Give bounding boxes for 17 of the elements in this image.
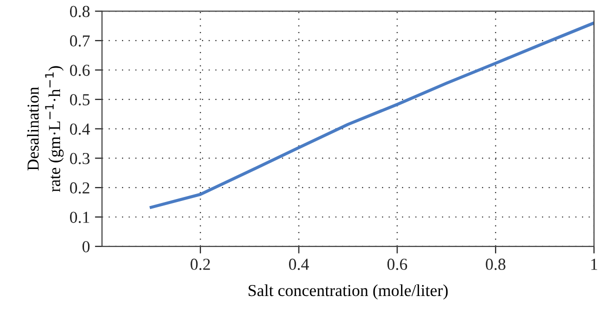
x-tick-label: 0.8 — [486, 258, 506, 270]
x-tick-label: 0.6 — [387, 258, 408, 270]
y-tick-label: 0.1 — [70, 212, 90, 224]
y-tick-label: 0.8 — [70, 6, 90, 18]
y-tick-label: 0 — [82, 241, 90, 252]
y-tick-label: 0.6 — [70, 64, 90, 76]
y-tick-label: 0.5 — [70, 94, 90, 106]
y-tick-label: 0.3 — [70, 152, 90, 164]
y-tick-label: 0.4 — [70, 124, 90, 135]
y-tick-label: 0.2 — [70, 182, 90, 194]
x-tick-label: 0.4 — [289, 258, 309, 270]
line-series — [150, 21, 594, 209]
x-tick-label: 0.2 — [190, 258, 210, 270]
y-tick-label: 0.7 — [70, 35, 90, 47]
x-tick-label: 1 — [591, 258, 598, 270]
x-axis-title: Salt concentration (mole/liter) — [248, 284, 448, 300]
y-axis-title: Desalination rate (gm·L$^{−1}$·h$^{−1}$) — [27, 66, 64, 192]
